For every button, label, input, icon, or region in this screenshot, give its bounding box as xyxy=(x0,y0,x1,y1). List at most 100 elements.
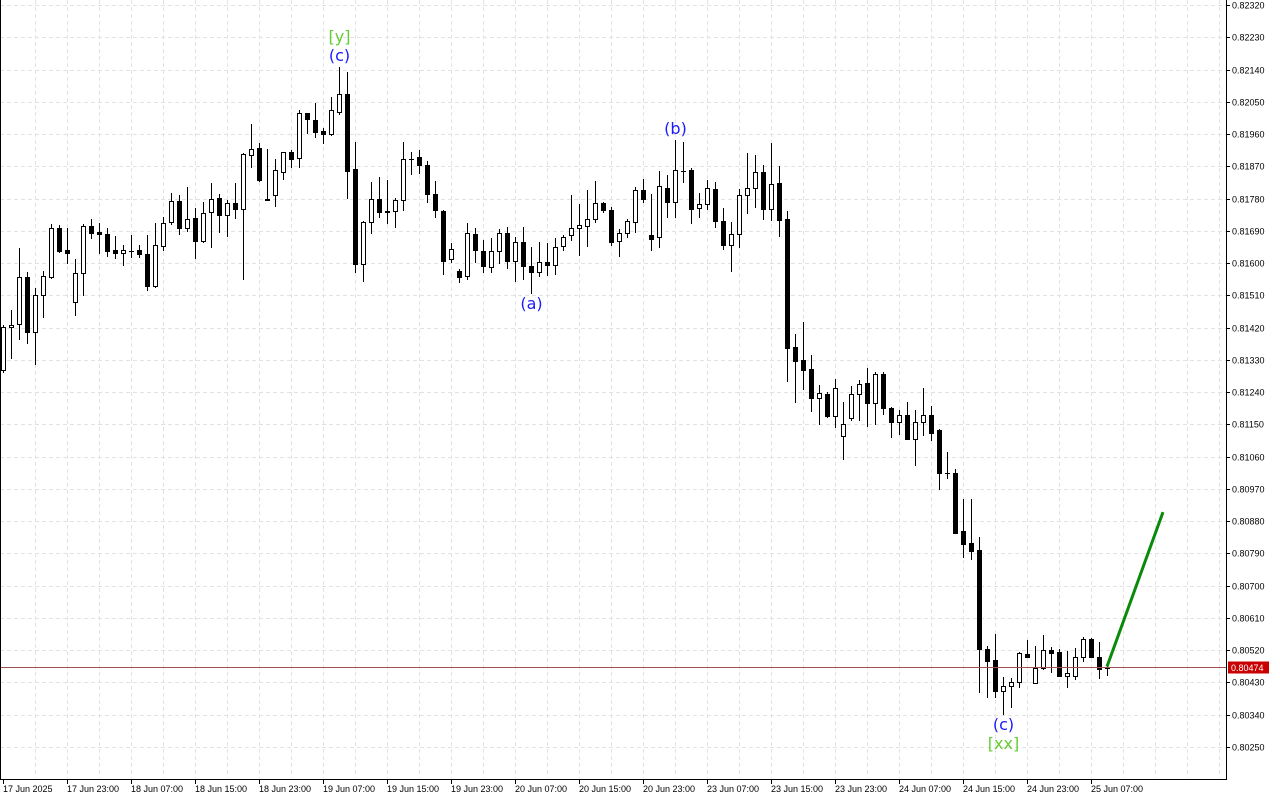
x-tick-label: 19 Jun 15:00 xyxy=(387,784,439,794)
bear-candle xyxy=(761,165,766,220)
candle-body xyxy=(169,201,174,223)
bull-candle xyxy=(169,193,174,225)
bull-candle xyxy=(449,243,454,263)
bull-candle xyxy=(873,372,878,425)
bear-candle xyxy=(385,180,390,224)
candle-body xyxy=(777,183,782,221)
x-tick-label: 25 Jun 07:00 xyxy=(1091,784,1143,794)
y-tick-label: 0.81960 xyxy=(1232,130,1265,140)
candle-body xyxy=(993,660,998,692)
candle-body xyxy=(825,394,830,417)
candle-body xyxy=(985,649,990,662)
time-axis[interactable]: 17 Jun 2025 17 Jun 23:00 18 Jun 07:00 18 Ju… xyxy=(3,779,1143,794)
candle-body xyxy=(1,327,6,371)
candle-body xyxy=(49,228,54,278)
candle-body xyxy=(153,245,158,287)
x-tick-label: 23 Jun 23:00 xyxy=(835,784,887,794)
candle-body xyxy=(833,388,838,417)
candle-body xyxy=(57,228,62,252)
wave-label: (b) xyxy=(664,119,687,138)
candle-body xyxy=(481,251,486,267)
bull-candle xyxy=(913,410,918,466)
candle-body xyxy=(209,199,214,213)
bull-candle xyxy=(241,153,246,280)
candle-body xyxy=(641,190,646,200)
bull-candle xyxy=(1,325,6,373)
bull-candle xyxy=(1081,637,1086,662)
bear-candle xyxy=(665,175,670,218)
candle-body xyxy=(305,113,310,120)
wave-label: (a) xyxy=(520,294,542,313)
candle-body xyxy=(137,250,142,255)
bear-candle xyxy=(257,143,262,182)
bear-candle xyxy=(953,469,958,534)
bull-candle xyxy=(817,385,822,425)
y-tick-label: 0.80700 xyxy=(1232,582,1265,592)
bull-candle xyxy=(577,204,582,256)
bear-candle xyxy=(137,245,142,258)
candle-body xyxy=(913,422,918,440)
wave-label: (c) xyxy=(993,715,1014,734)
candle-body xyxy=(513,242,518,262)
bull-candle xyxy=(1033,646,1038,684)
bull-candle xyxy=(945,452,950,479)
price-axis[interactable]: 0.82320 0.82230 0.82140 0.82050 0.81960 0.818… xyxy=(1226,1,1265,753)
candle-body xyxy=(1025,654,1030,658)
bull-candle xyxy=(337,67,342,115)
candle-body xyxy=(657,186,662,238)
candle-body xyxy=(265,199,270,201)
candle-body xyxy=(185,219,190,229)
bull-candle xyxy=(705,180,710,210)
candle-body xyxy=(1097,657,1102,670)
candle-body xyxy=(537,262,542,273)
bear-candle xyxy=(785,211,790,382)
bear-candle xyxy=(937,429,942,490)
candle-body xyxy=(361,222,366,265)
bull-candle xyxy=(49,224,54,279)
wave-degree-label: [y] xyxy=(329,27,351,46)
candle-body xyxy=(441,211,446,262)
candle-body xyxy=(449,249,454,260)
candle-body xyxy=(545,262,550,266)
bull-candle xyxy=(281,152,286,180)
bull-candle xyxy=(81,224,86,296)
candle-body xyxy=(1089,639,1094,658)
bull-candle xyxy=(489,238,494,273)
x-tick-label: 18 Jun 23:00 xyxy=(259,784,311,794)
candle-body xyxy=(505,233,510,262)
candle-body xyxy=(17,277,22,325)
candle-body xyxy=(937,430,942,474)
candle-body xyxy=(121,250,126,254)
bull-candle xyxy=(401,142,406,211)
y-tick-label: 0.80250 xyxy=(1232,743,1265,753)
wave-degree-label: [xx] xyxy=(988,734,1019,753)
bear-candle xyxy=(649,194,654,251)
bull-candle xyxy=(1017,652,1022,688)
bear-candle xyxy=(609,207,614,246)
candle-body xyxy=(113,250,118,254)
candle-body xyxy=(433,194,438,211)
bear-candle xyxy=(1049,647,1054,673)
bull-candle xyxy=(561,235,566,251)
candle-body xyxy=(665,188,670,203)
candle-body xyxy=(1033,668,1038,684)
bull-candle xyxy=(121,245,126,266)
bull-candle xyxy=(1065,651,1070,688)
bear-candle xyxy=(177,195,182,235)
bear-candle xyxy=(993,634,998,698)
bear-candle xyxy=(929,406,934,441)
candle-body xyxy=(417,157,422,166)
candle-body xyxy=(145,254,150,287)
candle-body xyxy=(465,233,470,277)
bull-candle xyxy=(129,235,134,258)
bull-candle xyxy=(593,181,598,223)
candle-body xyxy=(337,94,342,113)
bull-candle xyxy=(201,202,206,243)
y-tick-label: 0.82050 xyxy=(1232,98,1265,108)
bear-candle xyxy=(641,179,646,203)
candle-body xyxy=(705,188,710,205)
bear-candle xyxy=(601,202,606,213)
candle-body xyxy=(697,204,702,209)
candle-body xyxy=(793,347,798,362)
